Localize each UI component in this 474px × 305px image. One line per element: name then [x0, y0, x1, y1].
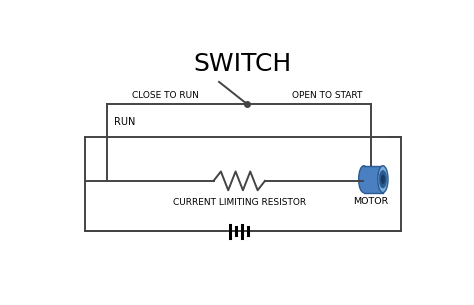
- Text: CLOSE TO RUN: CLOSE TO RUN: [132, 91, 199, 100]
- Ellipse shape: [379, 170, 387, 188]
- Text: OPEN TO START: OPEN TO START: [292, 91, 363, 100]
- Ellipse shape: [381, 175, 385, 184]
- Text: MOTOR: MOTOR: [353, 197, 388, 206]
- Polygon shape: [364, 166, 383, 193]
- Ellipse shape: [378, 166, 388, 193]
- Text: CURRENT LIMITING RESISTOR: CURRENT LIMITING RESISTOR: [173, 198, 306, 207]
- Ellipse shape: [359, 166, 369, 193]
- Text: RUN: RUN: [114, 117, 136, 127]
- Text: SWITCH: SWITCH: [194, 52, 292, 76]
